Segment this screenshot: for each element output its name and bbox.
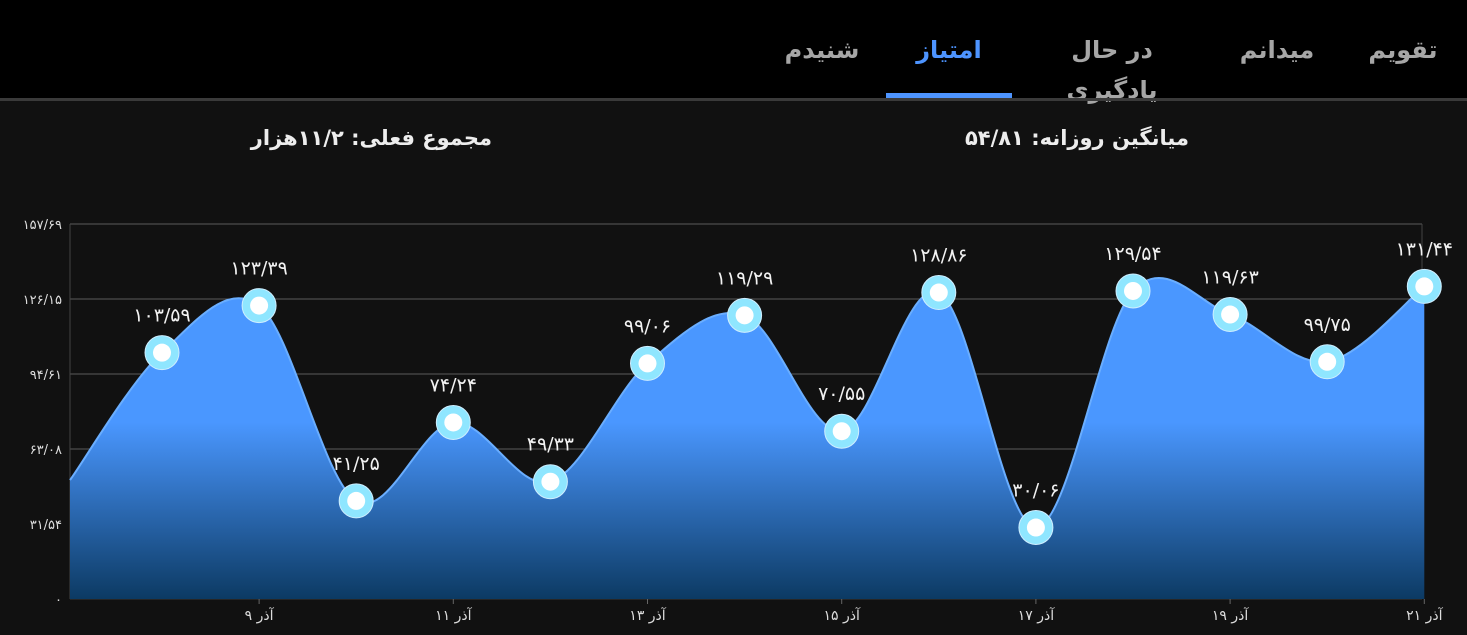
tab-divider — [0, 98, 1467, 101]
tab-bar — [0, 0, 1467, 98]
data-point-dot — [832, 422, 851, 441]
y-tick-label: ۰ — [55, 593, 62, 608]
data-label: ۷۰/۵۵ — [818, 383, 865, 405]
y-tick-label: ۱۵۷/۶۹ — [23, 218, 62, 233]
data-point-dot — [1318, 352, 1337, 371]
data-point-dot — [250, 296, 269, 315]
data-label: ۴۱/۲۵ — [333, 453, 380, 475]
data-label: ۴۹/۳۳ — [527, 434, 574, 456]
daily-average: میانگین روزانه: ۵۴/۸۱ — [964, 126, 1189, 150]
y-tick-label: ۶۳/۰۸ — [30, 443, 62, 458]
data-point-dot — [153, 343, 171, 362]
data-label: ۱۱۹/۶۳ — [1201, 267, 1258, 289]
x-tick-label: ۱۷ آذر — [1018, 607, 1055, 624]
y-tick-label: ۹۴/۶۱ — [30, 368, 62, 383]
data-label: ۱۱۹/۲۹ — [716, 267, 773, 289]
tab-calendar[interactable]: تقویم — [1368, 36, 1438, 64]
data-point-dot — [347, 491, 366, 510]
y-tick-label: ۱۲۶/۱۵ — [23, 293, 62, 308]
x-tick-label: ۱۹ آذر — [1212, 607, 1249, 624]
data-label: ۹۹/۷۵ — [1304, 314, 1351, 336]
x-tick-label: ۱۳ آذر — [629, 607, 666, 624]
data-point-dot — [1124, 281, 1142, 300]
tab-known[interactable]: میدانم — [1239, 36, 1315, 64]
data-point-dot — [929, 283, 948, 302]
x-tick-label: ۱۵ آذر — [824, 607, 861, 624]
data-point-dot — [1415, 277, 1434, 296]
data-label: ۱۳۱/۴۴ — [1396, 238, 1453, 260]
active-tab-indicator — [886, 93, 1012, 98]
data-point-dot — [541, 472, 560, 491]
data-point-dot — [444, 413, 463, 432]
x-tick-label: ۹ آذر — [245, 607, 275, 624]
data-point-dot — [638, 354, 657, 373]
area-fill — [70, 277, 1425, 599]
data-point-dot — [1221, 305, 1240, 324]
y-tick-label: ۳۱/۵۴ — [30, 518, 62, 533]
tab-heard[interactable]: شنیدم — [784, 36, 860, 64]
data-label: ۷۴/۲۴ — [430, 374, 477, 396]
data-label: ۱۲۸/۸۶ — [910, 245, 967, 267]
data-point-dot — [735, 306, 754, 325]
data-label: ۱۲۳/۳۹ — [230, 258, 287, 280]
total-score: مجموع فعلی: ۱۱/۲هزار — [250, 126, 492, 150]
data-point-dot — [1026, 518, 1045, 537]
data-label: ۹۹/۰۶ — [624, 315, 671, 337]
x-tick-label: ۲۱ آذر — [1406, 607, 1443, 624]
data-label: ۱۲۹/۵۴ — [1104, 243, 1161, 265]
x-tick-label: ۱۱ آذر — [435, 607, 472, 624]
data-label: ۱۰۳/۵۹ — [133, 305, 190, 327]
data-label: ۳۰/۰۶ — [1012, 480, 1059, 502]
tab-score[interactable]: امتیاز — [916, 36, 982, 64]
